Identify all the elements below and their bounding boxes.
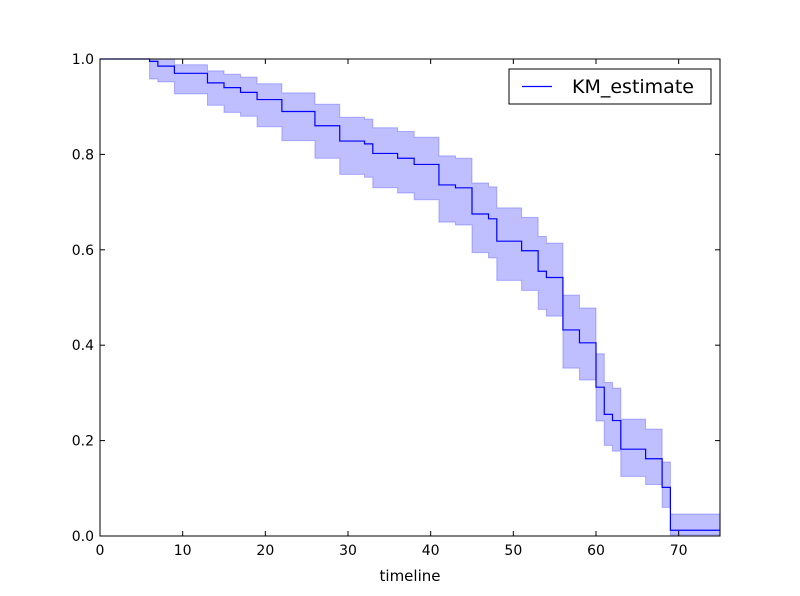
x-tick-label: 20: [256, 543, 274, 559]
y-tick-label: 0.0: [72, 529, 94, 545]
y-tick-label: 0.2: [72, 434, 94, 450]
tick-labels: 0 10 20 30 40 50 60 70 0.0 0.2 0.4 0.6 0.8 1.0: [72, 52, 688, 559]
x-tick-label: 30: [339, 543, 357, 559]
x-tick-label: 0: [96, 543, 105, 559]
x-tick-label: 40: [422, 543, 440, 559]
survival-line-layer: [100, 58, 720, 531]
x-tick-label: 60: [587, 543, 605, 559]
plot-frame: [99, 58, 721, 537]
x-tick-label: 10: [174, 543, 192, 559]
legend: KM_estimate: [508, 68, 712, 105]
y-tick-label: 1.0: [72, 52, 94, 68]
x-tick-label: 50: [504, 543, 522, 559]
x-axis-label: timeline: [380, 567, 441, 585]
y-tick-label: 0.4: [72, 338, 94, 354]
km-estimate-line: [100, 58, 720, 531]
legend-entry-km-estimate: KM_estimate: [572, 76, 694, 98]
x-tick-label: 70: [670, 543, 688, 559]
y-tick-label: 0.8: [72, 147, 94, 163]
y-tick-label: 0.6: [72, 243, 94, 259]
confidence-band-layer: [100, 58, 721, 536]
confidence-band: [100, 58, 721, 536]
